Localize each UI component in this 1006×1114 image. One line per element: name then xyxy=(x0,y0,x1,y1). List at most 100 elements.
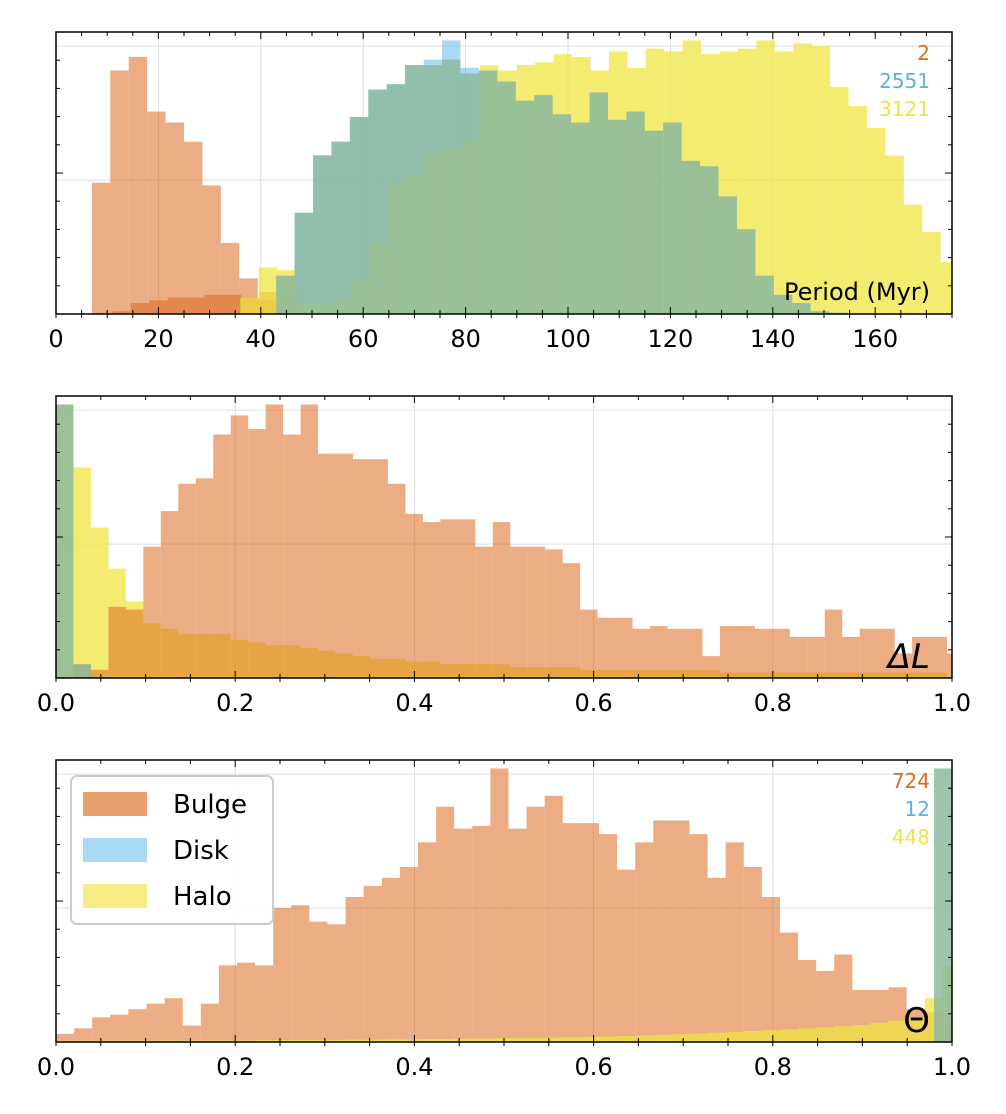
bulge-bar xyxy=(110,1014,129,1042)
halo-bar xyxy=(399,1039,418,1042)
count-label: 724 xyxy=(892,769,930,793)
bulge-bar xyxy=(164,998,183,1042)
count-label: 448 xyxy=(892,825,930,849)
halo-bar xyxy=(617,1035,636,1042)
bulge-bar xyxy=(834,954,853,1042)
bulge-bar xyxy=(128,1009,147,1042)
x-tick-label: 0.4 xyxy=(395,689,433,717)
bulge-bar xyxy=(143,546,161,678)
bulge-bar xyxy=(147,111,166,314)
bulge-bar xyxy=(912,636,930,678)
halo-bar xyxy=(798,1028,817,1042)
halo-bar xyxy=(544,1037,563,1042)
overlap-bar xyxy=(607,119,627,315)
halo-bar xyxy=(218,1040,237,1042)
bulge-bar xyxy=(779,932,799,1042)
x-tick-label: 1.0 xyxy=(933,1053,971,1081)
bulge-bar xyxy=(562,563,581,678)
overlap-bar xyxy=(294,212,314,314)
bulge-bar xyxy=(160,511,179,678)
bulge-bar xyxy=(510,546,528,678)
overlap-bar xyxy=(755,275,774,314)
halo-bar xyxy=(888,1020,907,1042)
bulge-bar xyxy=(128,56,148,314)
bulge-bar xyxy=(635,842,654,1042)
legend-label-halo: Halo xyxy=(173,882,232,912)
overlap-bar xyxy=(386,84,406,314)
bulge-bar xyxy=(615,617,633,678)
theta-histogram-panel: 0.0 0.2 0.4 0.6 0.8 1.0Θ 724 12 448 xyxy=(37,759,971,1081)
overlap-bar xyxy=(700,166,719,314)
x-tick-label: 60 xyxy=(348,325,379,353)
bulge-bar xyxy=(772,628,790,678)
bulge-bar xyxy=(353,459,371,678)
bulge-bar xyxy=(947,653,952,678)
halo-bar xyxy=(885,155,904,314)
overlap-bar xyxy=(331,141,350,314)
count-label: 2 xyxy=(917,41,930,65)
bulge-bar xyxy=(218,965,237,1042)
halo-bar xyxy=(526,1037,545,1042)
bulge-bar xyxy=(405,513,423,678)
halo-bar xyxy=(743,1031,762,1042)
overlap-bar xyxy=(497,81,516,314)
halo-bar xyxy=(327,1039,346,1042)
halo-bar xyxy=(906,1017,925,1042)
halo-bar xyxy=(852,1025,871,1042)
bulge-bar xyxy=(457,519,476,678)
overlap-bar xyxy=(442,59,461,314)
bulge-bar xyxy=(165,122,184,314)
halo-bar xyxy=(940,262,952,314)
bulge-bar xyxy=(580,609,598,678)
bulge-bar xyxy=(56,1033,75,1042)
halo-bar xyxy=(635,1035,654,1042)
halo-bar xyxy=(761,1030,780,1042)
bulge-bar xyxy=(598,834,618,1042)
halo-bar xyxy=(508,1038,527,1042)
x-tick-label: 160 xyxy=(852,325,898,353)
halo-bar xyxy=(834,1026,853,1042)
legend-label-bulge: Bulge xyxy=(173,790,247,820)
bulge-bar xyxy=(130,303,150,314)
x-tick-label: 140 xyxy=(750,325,796,353)
bulge-bar xyxy=(824,609,843,678)
halo-bar xyxy=(417,1038,437,1042)
delta-l-axis-label: ΔL xyxy=(885,637,930,677)
bulge-bar xyxy=(417,842,437,1042)
bulge-bar xyxy=(650,626,668,678)
overlap-bar xyxy=(934,768,952,1042)
bulge-bar xyxy=(125,609,144,678)
bulge-bar xyxy=(562,823,581,1042)
halo-bar xyxy=(454,1038,473,1042)
bulge-bar xyxy=(526,806,545,1042)
legend-swatch-halo xyxy=(83,884,147,908)
bulge-bar xyxy=(816,970,835,1042)
halo-bar xyxy=(816,1027,835,1042)
x-tick-label: 1.0 xyxy=(933,689,971,717)
overlap-bar xyxy=(644,130,664,314)
bulge-bar xyxy=(184,141,203,314)
bulge-bar xyxy=(248,429,266,678)
bulge-bar xyxy=(508,828,527,1042)
overlap-bar xyxy=(552,114,572,315)
bulge-bar xyxy=(146,1003,165,1042)
bulge-bar xyxy=(632,628,651,678)
legend-swatch-bulge xyxy=(83,792,147,816)
x-tick-label: 0.6 xyxy=(575,689,613,717)
bulge-bar xyxy=(545,549,563,678)
x-tick-label: 20 xyxy=(143,325,174,353)
halo-bar xyxy=(653,1034,672,1042)
bulge-bar xyxy=(842,636,860,678)
halo-bar xyxy=(345,1039,364,1042)
bulge-bar xyxy=(544,795,563,1042)
bulge-bar xyxy=(91,182,111,314)
count-label: 12 xyxy=(905,797,930,821)
halo-bar xyxy=(922,231,941,314)
bulge-bar xyxy=(929,636,948,678)
bulge-bar xyxy=(202,185,221,314)
bulge-bar xyxy=(167,297,187,314)
bulge-bar xyxy=(689,834,708,1042)
bulge-bar xyxy=(527,546,546,678)
halo-bar xyxy=(811,45,831,315)
bulge-bar xyxy=(399,866,418,1042)
